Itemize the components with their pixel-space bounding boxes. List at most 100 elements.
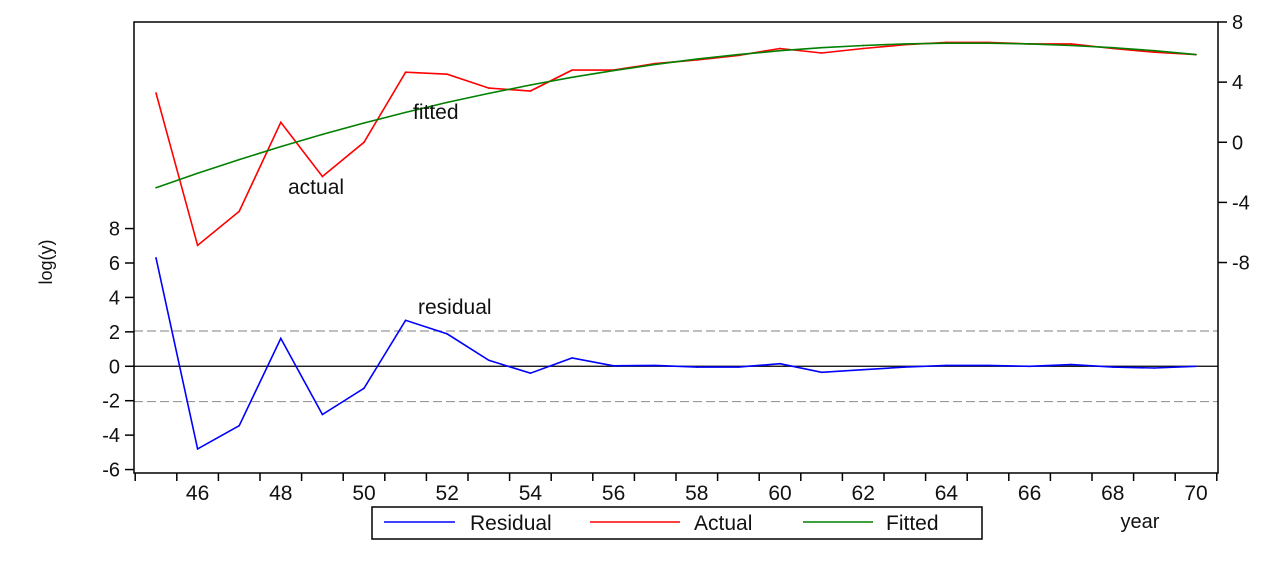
point-fitted-1967 xyxy=(1070,44,1072,47)
point-residual-1963 xyxy=(904,366,906,368)
point-residual-1968 xyxy=(1112,366,1114,368)
point-fitted-1965 xyxy=(987,42,989,44)
point-actual-1955 xyxy=(571,69,573,71)
x-axis-label: year xyxy=(1121,511,1160,533)
point-actual-1949 xyxy=(321,175,324,178)
point-fitted-1970 xyxy=(1195,53,1197,56)
point-residual-1956 xyxy=(612,364,615,367)
point-residual-1951 xyxy=(404,319,407,322)
point-fitted-1947 xyxy=(238,158,240,161)
point-fitted-1963 xyxy=(904,43,906,45)
right-tick-label: 0 xyxy=(1232,132,1243,154)
x-tick-label: 54 xyxy=(519,482,543,505)
right-tick-label: -4 xyxy=(1232,192,1250,214)
point-actual-1947 xyxy=(238,210,240,213)
point-actual-1967 xyxy=(1070,43,1072,45)
point-actual-1951 xyxy=(404,71,407,74)
point-actual-1948 xyxy=(280,121,282,124)
x-tick-label: 68 xyxy=(1101,482,1124,505)
x-tick-label: 50 xyxy=(352,482,375,505)
point-fitted-1949 xyxy=(321,133,324,136)
point-actual-1946 xyxy=(196,244,199,247)
legend-label-actual: Actual xyxy=(694,512,752,535)
x-tick-label: 60 xyxy=(768,482,791,505)
right-tick-label: -8 xyxy=(1232,253,1250,275)
point-actual-1960 xyxy=(779,47,781,50)
point-fitted-1951 xyxy=(404,111,407,114)
point-residual-1958 xyxy=(696,366,698,368)
point-residual-1946 xyxy=(196,448,199,450)
point-fitted-1950 xyxy=(363,122,365,124)
legend-label-fitted: Fitted xyxy=(886,512,939,535)
left-tick-label: -6 xyxy=(102,460,120,482)
annotation-residual: residual xyxy=(418,296,492,319)
point-residual-1957 xyxy=(654,364,656,367)
left-tick-label: -4 xyxy=(102,425,120,447)
point-residual-1970 xyxy=(1195,365,1197,368)
right-tick-label: 8 xyxy=(1232,12,1243,34)
point-residual-1952 xyxy=(446,333,449,335)
point-residual-1969 xyxy=(1153,367,1156,369)
series-lines xyxy=(155,41,1197,451)
point-fitted-1945 xyxy=(155,186,157,189)
point-residual-1953 xyxy=(488,359,490,362)
point-actual-1950 xyxy=(363,141,365,144)
legend: Residual Actual Fitted xyxy=(371,506,983,540)
point-fitted-1946 xyxy=(196,172,199,175)
right-y-axis: -8 -4 0 4 8 xyxy=(1218,12,1250,275)
x-tick-label: 64 xyxy=(935,482,959,505)
point-residual-1959 xyxy=(737,366,740,368)
point-residual-1955 xyxy=(571,357,573,359)
series-line-actual xyxy=(155,41,1197,247)
legend-label-residual: Residual xyxy=(470,512,552,535)
point-actual-1961 xyxy=(820,52,823,54)
point-actual-1962 xyxy=(862,47,864,50)
point-residual-1947 xyxy=(238,424,240,427)
x-tick-label: 46 xyxy=(186,482,209,505)
point-actual-1954 xyxy=(529,90,532,92)
point-residual-1962 xyxy=(862,368,864,371)
left-tick-label: 8 xyxy=(109,219,120,241)
point-residual-1966 xyxy=(1028,365,1031,368)
point-residual-1964 xyxy=(945,364,948,367)
point-actual-1952 xyxy=(446,73,449,75)
point-fitted-1953 xyxy=(488,92,490,95)
left-tick-label: 0 xyxy=(109,356,120,378)
point-actual-1945 xyxy=(155,92,157,94)
point-fitted-1968 xyxy=(1112,46,1114,49)
point-fitted-1948 xyxy=(280,145,282,148)
plot-frame xyxy=(133,21,1219,474)
point-fitted-1952 xyxy=(446,101,449,104)
point-fitted-1966 xyxy=(1028,43,1031,45)
left-tick-label: -2 xyxy=(102,391,120,413)
point-residual-1954 xyxy=(529,372,532,374)
x-tick-label: 52 xyxy=(436,482,459,505)
left-y-axis: -6 -4 -2 0 2 4 6 8 xyxy=(102,219,134,482)
point-fitted-1958 xyxy=(696,58,698,60)
x-tick-label: 62 xyxy=(852,482,875,505)
left-tick-label: 4 xyxy=(109,287,120,309)
left-tick-label: 6 xyxy=(109,253,120,275)
series-line-residual xyxy=(155,257,1197,451)
annotation-actual: actual xyxy=(288,176,344,199)
x-tick-label: 48 xyxy=(269,482,292,505)
point-fitted-1959 xyxy=(737,53,740,56)
point-residual-1967 xyxy=(1070,363,1072,366)
right-tick-label: 4 xyxy=(1232,72,1243,94)
point-fitted-1962 xyxy=(862,44,864,47)
point-residual-1961 xyxy=(820,371,823,374)
point-fitted-1969 xyxy=(1153,49,1156,52)
point-fitted-1954 xyxy=(529,84,532,86)
x-tick-label: 70 xyxy=(1184,482,1207,505)
point-actual-1969 xyxy=(1153,51,1156,54)
point-residual-1965 xyxy=(987,364,989,367)
y-axis-label: log(y) xyxy=(36,239,56,284)
x-tick-label: 66 xyxy=(1018,482,1041,505)
point-residual-1948 xyxy=(280,337,282,340)
series-line-fitted xyxy=(155,42,1197,189)
left-tick-label: 2 xyxy=(109,322,120,344)
annotation-fitted: fitted xyxy=(413,101,459,124)
point-fitted-1956 xyxy=(612,69,615,72)
point-fitted-1955 xyxy=(571,76,573,79)
